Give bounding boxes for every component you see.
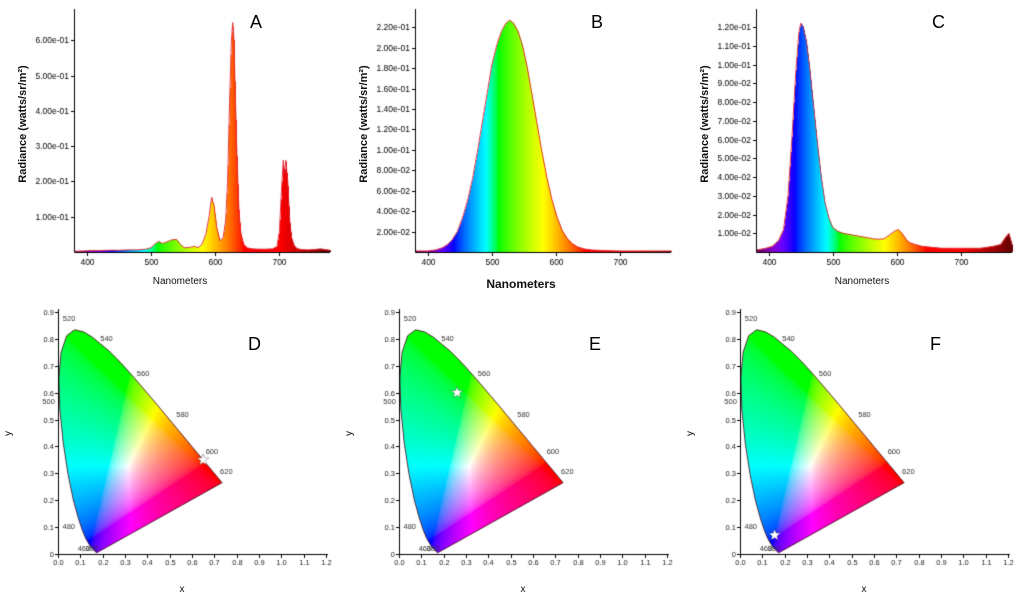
panel-a: Radiance (watts/sr/m²) Nanometers A: [0, 0, 341, 300]
panel-e: y x E: [341, 300, 682, 603]
x-axis-label: Nanometers: [152, 276, 208, 287]
chromaticity-plot-d: [30, 304, 334, 578]
panel-letter-b: B: [591, 12, 604, 32]
x-axis-label: Nanometers: [834, 276, 890, 287]
panel-letter-f: F: [930, 334, 941, 354]
x-axis-label: Nanometers: [486, 277, 556, 291]
chromaticity-plot-f: [712, 304, 1016, 578]
panel-f: y x F: [682, 300, 1023, 603]
spectrum-plot-c: [706, 4, 1018, 276]
panel-letter-d: D: [248, 334, 261, 354]
spectrum-plot-b: [365, 4, 677, 276]
y-axis-label: y: [3, 431, 14, 436]
panel-d: y x D: [0, 300, 341, 603]
panel-b: Radiance (watts/sr/m²) Nanometers B: [341, 0, 682, 300]
x-axis-label: x: [520, 584, 526, 595]
panel-letter-c: C: [932, 12, 945, 32]
panel-letter-a: A: [250, 12, 263, 32]
y-axis-label: y: [344, 431, 355, 436]
y-axis-label: y: [685, 431, 696, 436]
x-axis-label: x: [861, 584, 867, 595]
x-axis-label: x: [179, 584, 185, 595]
panel-c: Radiance (watts/sr/m²) Nanometers C: [682, 0, 1023, 300]
spectrum-plot-a: [24, 4, 336, 276]
chromaticity-plot-e: [371, 304, 675, 578]
panel-letter-e: E: [589, 334, 602, 354]
